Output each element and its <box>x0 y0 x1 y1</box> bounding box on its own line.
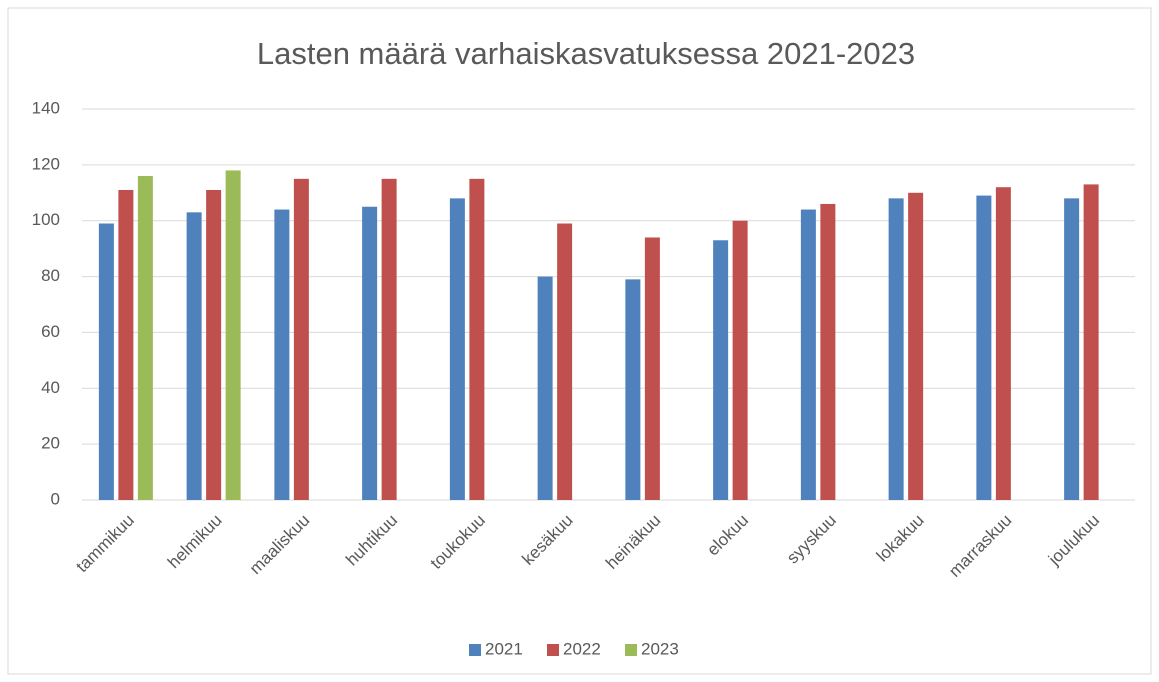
legend-label: 2023 <box>641 639 679 658</box>
bar <box>449 198 465 500</box>
y-tick-label: 80 <box>41 266 60 285</box>
y-tick-label: 0 <box>51 489 60 508</box>
bar <box>908 192 924 501</box>
bar <box>1064 198 1080 500</box>
y-tick-label: 40 <box>41 378 60 397</box>
y-tick-label: 20 <box>41 434 60 453</box>
bar <box>225 170 241 500</box>
legend-swatch <box>625 644 637 656</box>
bar <box>820 203 836 500</box>
bar <box>293 178 309 501</box>
bar <box>98 223 114 500</box>
chart-title: Lasten määrä varhaiskasvatuksessa 2021-2… <box>257 36 915 71</box>
bar <box>137 176 153 500</box>
bar <box>118 189 134 500</box>
bar <box>800 209 816 501</box>
bar <box>537 276 553 500</box>
bar <box>888 198 904 500</box>
y-tick-label: 140 <box>32 98 60 117</box>
y-tick-label: 60 <box>41 322 60 341</box>
bar <box>713 240 729 500</box>
bar <box>644 237 660 500</box>
legend-swatch <box>469 644 481 656</box>
y-tick-label: 120 <box>32 154 60 173</box>
bar <box>186 212 202 501</box>
y-tick-label: 100 <box>32 210 60 229</box>
bar <box>1083 184 1099 500</box>
bar <box>976 195 992 501</box>
bar <box>625 279 641 500</box>
bar <box>274 209 290 501</box>
legend-swatch <box>547 644 559 656</box>
legend-label: 2021 <box>485 639 523 658</box>
bar <box>469 178 485 501</box>
bar <box>362 206 378 500</box>
bar <box>381 178 397 501</box>
legend-label: 2022 <box>563 639 601 658</box>
bar <box>732 220 748 500</box>
bar <box>557 223 573 500</box>
bar <box>995 187 1011 500</box>
bar <box>206 189 222 500</box>
